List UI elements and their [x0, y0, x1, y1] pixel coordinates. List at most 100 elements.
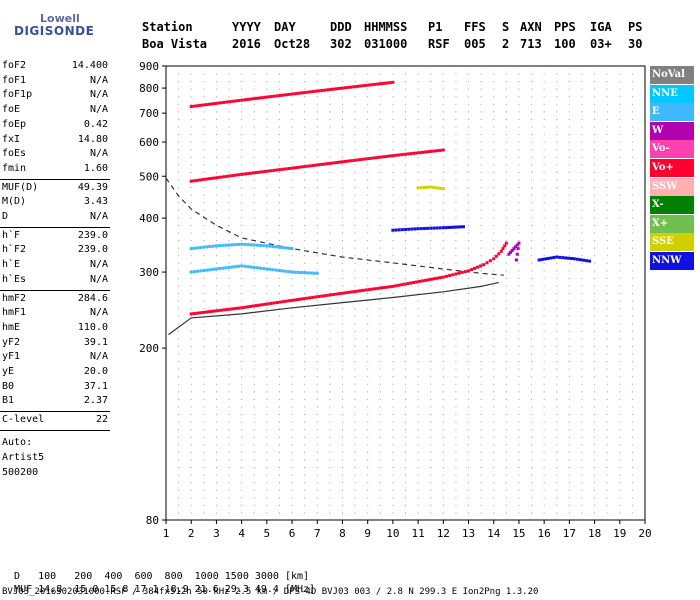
echo-point	[441, 275, 445, 279]
grid-dot	[480, 111, 482, 113]
grid-dot	[329, 194, 331, 196]
grid-dot	[367, 81, 369, 83]
echo-point	[198, 178, 202, 182]
grid-dot	[455, 308, 457, 310]
grid-dot	[291, 194, 293, 196]
legend-item: SSW	[650, 177, 694, 196]
echo-point	[192, 246, 196, 250]
grid-dot	[190, 141, 192, 143]
grid-dot	[417, 429, 419, 431]
header-label-3: DDD	[330, 20, 352, 34]
grid-dot	[354, 187, 356, 189]
echo-point	[240, 264, 244, 268]
grid-dot	[367, 126, 369, 128]
grid-dot	[417, 66, 419, 67]
grid-dot	[442, 330, 444, 332]
grid-dot	[367, 467, 369, 469]
grid-dot	[480, 187, 482, 189]
grid-dot	[556, 217, 558, 219]
grid-dot	[631, 315, 633, 317]
grid-dot	[228, 444, 230, 446]
grid-dot	[606, 406, 608, 408]
echo-point	[284, 299, 288, 303]
grid-dot	[480, 141, 482, 143]
grid-dot	[518, 134, 520, 136]
grid-dot	[341, 187, 343, 189]
grid-dot	[178, 391, 180, 393]
grid-dot	[531, 398, 533, 400]
grid-dot	[304, 134, 306, 136]
grid-dot	[480, 436, 482, 438]
echo-point	[373, 82, 377, 86]
echo-point	[225, 100, 229, 104]
grid-dot	[341, 482, 343, 484]
grid-dot	[543, 224, 545, 226]
logo-line1: Lowell	[40, 12, 80, 25]
grid-dot	[480, 194, 482, 196]
grid-dot	[379, 149, 381, 151]
grid-dot	[480, 293, 482, 294]
grid-dot	[631, 81, 633, 83]
param-row: yE 20.0	[2, 366, 108, 380]
grid-dot	[556, 497, 558, 499]
echo-point	[314, 163, 318, 167]
grid-dot	[631, 255, 633, 257]
grid-dot	[543, 149, 545, 151]
grid-dot	[468, 474, 470, 476]
grid-dot	[581, 308, 583, 310]
grid-dot	[228, 187, 230, 189]
echo-point	[196, 269, 200, 273]
grid-dot	[417, 368, 419, 370]
grid-dot	[480, 330, 482, 332]
echo-point	[303, 271, 307, 275]
echo-point	[271, 245, 275, 249]
grid-dot	[241, 285, 243, 287]
grid-dot	[241, 224, 243, 226]
echo-point	[224, 243, 228, 247]
grid-dot	[354, 103, 356, 105]
grid-dot	[619, 232, 621, 234]
grid-dot	[505, 66, 507, 67]
grid-dot	[341, 497, 343, 499]
grid-dot	[367, 459, 369, 461]
grid-dot	[178, 141, 180, 143]
grid-dot	[430, 285, 432, 287]
grid-dot	[606, 398, 608, 400]
echo-point	[432, 277, 436, 281]
echo-point	[332, 292, 336, 296]
echo-point	[459, 225, 463, 229]
echo-point	[364, 157, 368, 161]
grid-dot	[417, 88, 419, 90]
param-separator	[0, 411, 110, 413]
grid-dot	[442, 156, 444, 158]
grid-dot	[241, 240, 243, 242]
header-value-1: 2016	[232, 37, 261, 51]
y-tick-label: 700	[139, 107, 159, 120]
grid-dot	[392, 398, 394, 400]
grid-dot	[304, 414, 306, 416]
grid-dot	[442, 255, 444, 257]
echo-point	[233, 265, 237, 269]
header-value-8: 713	[520, 37, 542, 51]
grid-dot	[568, 118, 570, 120]
grid-dot	[581, 73, 583, 75]
grid-dot	[581, 474, 583, 476]
grid-dot	[266, 421, 268, 423]
grid-dot	[505, 164, 507, 166]
grid-dot	[442, 262, 444, 264]
grid-dot	[543, 504, 545, 506]
grid-dot	[468, 103, 470, 105]
legend-item: W	[650, 121, 694, 140]
grid-dot	[341, 345, 343, 347]
grid-dot	[228, 391, 230, 393]
grid-dot	[215, 232, 217, 234]
grid-dot	[266, 262, 268, 264]
grid-dot	[178, 414, 180, 416]
grid-dot	[266, 353, 268, 355]
echo-point	[257, 170, 261, 174]
echo-point	[231, 99, 235, 103]
grid-dot	[405, 467, 406, 469]
grid-dot	[518, 194, 520, 196]
grid-dot	[505, 277, 507, 279]
grid-dot	[190, 361, 192, 363]
